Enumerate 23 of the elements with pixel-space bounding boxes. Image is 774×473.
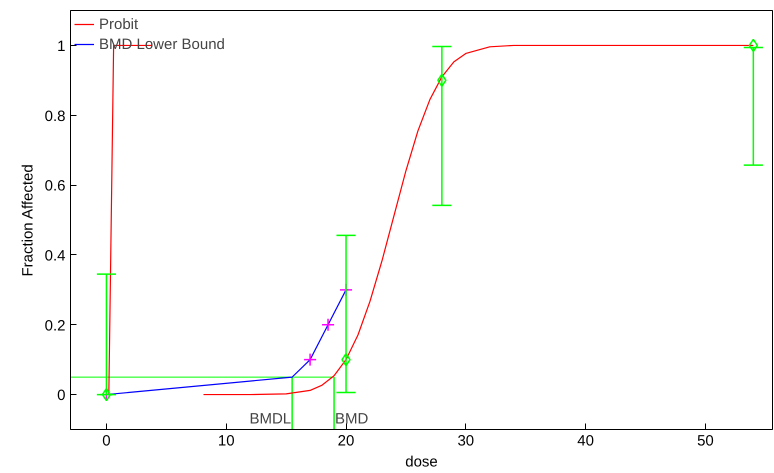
y-tick-label: 0.6 [44,178,66,195]
x-tick-label: 40 [577,432,594,450]
legend-label: Probit [99,16,138,32]
point [303,352,317,366]
ref-line-label: BMD [335,410,369,428]
y-tick-label: 0.8 [44,108,66,125]
x-tick-label: 50 [697,432,714,450]
x-axis-title: dose [405,454,438,470]
point [748,38,758,52]
y-axis-title: Fraction Affected [20,164,37,277]
y-tick-label: 0.2 [44,317,66,334]
y-tick-label: 1 [57,38,66,55]
point [437,74,447,88]
x-tick-label: 30 [457,432,474,450]
ref-line-label: BMDL [249,410,292,428]
x-tick-label: 0 [102,432,111,450]
y-tick-label: 0 [57,387,66,404]
point [321,318,335,332]
x-tick-label: 20 [338,432,354,450]
point [341,352,351,366]
legend-label: BMD Lower Bound [99,36,225,52]
x-tick-label: 10 [218,432,235,450]
y-tick-label: 0.4 [44,247,66,264]
